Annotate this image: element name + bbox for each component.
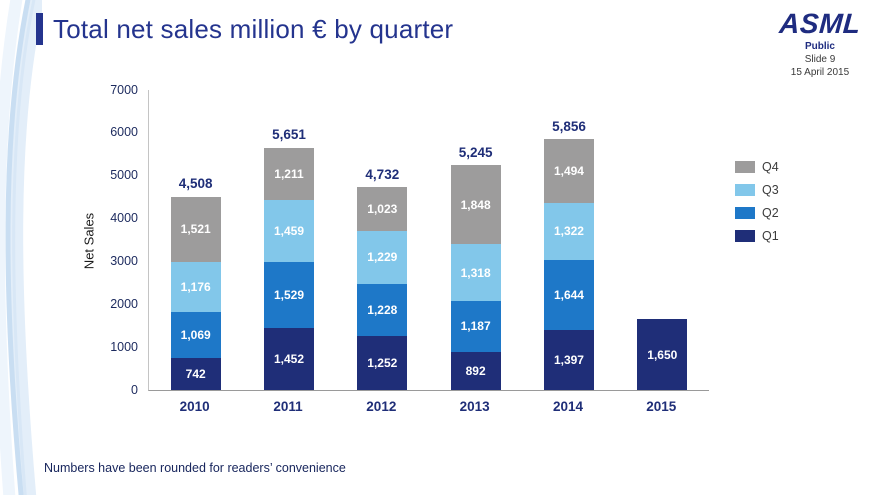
legend-label: Q2 <box>762 206 779 220</box>
bar-stack: 1,397 1,644 1,322 1,494 <box>543 139 594 390</box>
bar-group: 5,856 1,397 1,644 1,322 1,494 <box>522 90 615 390</box>
x-tick-label: 2015 <box>646 399 677 414</box>
x-tick-label: 2013 <box>459 399 490 414</box>
bar-total-label: 5,856 <box>552 118 586 134</box>
bar-stack: 1,452 1,529 1,459 1,211 <box>263 147 314 390</box>
x-tick-label: 2014 <box>552 399 583 414</box>
legend: Q4 Q3 Q2 Q1 <box>735 160 779 243</box>
bar-segment-q4: 1,848 <box>450 165 501 245</box>
asml-logo: ASML <box>778 8 862 39</box>
bar-segment-q4: 1,494 <box>543 139 594 204</box>
slide-number: Slide 9 <box>804 54 836 65</box>
bar-total-label: 5,245 <box>458 144 493 160</box>
bar-segment-q1: 1,397 <box>543 330 594 390</box>
bar-segment-q4: 1,521 <box>170 196 221 262</box>
bar-total-label: 4,732 <box>365 166 400 182</box>
legend-swatch-q1 <box>735 230 755 242</box>
title-accent-bar <box>36 13 43 45</box>
title-row: Total net sales million € by quarter <box>36 13 453 45</box>
y-tick-label: 1000 <box>110 339 138 354</box>
plot-area: 4,508 742 1,069 1,176 1,521 5,651 1,452 1,529 1,… <box>148 90 709 391</box>
bar-segment-q3: 1,318 <box>450 244 501 301</box>
y-axis-title: Net Sales <box>81 212 97 269</box>
chart: Net Sales 0 1000 2000 3000 4000 5000 6000 7000 … <box>78 83 709 414</box>
bar-segment-q1: 1,252 <box>357 336 408 390</box>
bar-group: 4,508 742 1,069 1,176 1,521 <box>149 90 242 390</box>
y-tick-label: 3000 <box>110 253 138 268</box>
y-axis: 0 1000 2000 3000 4000 5000 6000 7000 <box>100 83 148 395</box>
bar-segment-q3: 1,459 <box>263 199 314 263</box>
bar-segment-q1: 742 <box>170 358 221 390</box>
legend-label: Q1 <box>762 229 779 243</box>
bar-total-label: 5,651 <box>272 127 306 143</box>
brand-block: ASML Public Slide 9 15 April 2015 <box>772 8 868 78</box>
bar-group: 5,245 892 1,187 1,318 1,848 <box>429 90 522 390</box>
bar-group: 1,650 <box>616 90 709 390</box>
bars: 4,508 742 1,069 1,176 1,521 5,651 1,452 1,529 1,… <box>149 90 709 390</box>
y-tick-label: 6000 <box>110 125 138 140</box>
x-axis: 2010 2011 2012 2013 2014 2015 <box>148 399 708 414</box>
bar-segment-q2: 1,228 <box>357 283 408 337</box>
legend-item-q2: Q2 <box>735 206 779 220</box>
y-tick-label: 4000 <box>110 211 138 226</box>
y-axis-title-column: Net Sales <box>78 90 100 391</box>
legend-label: Q4 <box>762 160 779 174</box>
bar-total-label: 4,508 <box>178 176 213 192</box>
legend-item-q3: Q3 <box>735 183 779 197</box>
y-tick-label: 0 <box>131 382 138 397</box>
legend-swatch-q2 <box>735 207 755 219</box>
footer-note: Numbers have been rounded for readers’ c… <box>44 461 346 475</box>
y-tick-label: 7000 <box>110 82 138 97</box>
page-title: Total net sales million € by quarter <box>53 13 454 44</box>
legend-swatch-q3 <box>735 184 755 196</box>
bar-segment-q3: 1,176 <box>170 262 221 313</box>
x-tick-label: 2011 <box>273 399 303 414</box>
bar-stack: 1,650 <box>637 319 688 390</box>
bar-stack: 892 1,187 1,318 1,848 <box>450 165 501 390</box>
bar-segment-q3: 1,229 <box>357 231 408 284</box>
decorative-ribbon-graphic <box>0 0 42 495</box>
bar-group: 4,732 1,252 1,228 1,229 1,023 <box>336 90 429 390</box>
bar-group: 5,651 1,452 1,529 1,459 1,211 <box>242 90 335 390</box>
bar-segment-q1: 1,650 <box>637 319 688 390</box>
bar-segment-q4: 1,023 <box>357 187 408 232</box>
bar-segment-q1: 1,452 <box>263 327 314 390</box>
legend-item-q1: Q1 <box>735 229 779 243</box>
x-tick-label: 2012 <box>366 399 397 414</box>
x-tick-label: 2010 <box>179 399 210 414</box>
bar-segment-q2: 1,644 <box>543 259 594 331</box>
classification-label: Public <box>804 41 835 52</box>
bar-stack: 1,252 1,228 1,229 1,023 <box>357 187 408 390</box>
y-tick-label: 5000 <box>110 168 138 183</box>
legend-label: Q3 <box>762 183 779 197</box>
bar-stack: 742 1,069 1,176 1,521 <box>170 196 221 390</box>
bar-segment-q2: 1,187 <box>450 300 501 352</box>
slide-date: 15 April 2015 <box>790 67 850 78</box>
bar-segment-q3: 1,322 <box>543 203 594 260</box>
bar-segment-q2: 1,069 <box>170 312 221 359</box>
legend-swatch-q4 <box>735 161 755 173</box>
y-tick-label: 2000 <box>110 296 138 311</box>
bar-segment-q4: 1,211 <box>263 147 314 200</box>
legend-item-q4: Q4 <box>735 160 779 174</box>
bar-segment-q2: 1,529 <box>263 262 314 328</box>
bar-segment-q1: 892 <box>450 351 501 390</box>
plot-row: Net Sales 0 1000 2000 3000 4000 5000 6000 7000 … <box>78 83 709 396</box>
